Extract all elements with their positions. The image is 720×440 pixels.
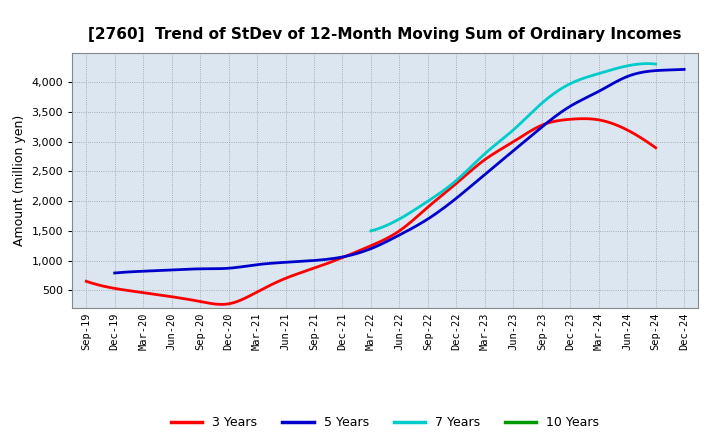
7 Years <box>625 63 634 68</box>
3 Years <box>432 197 441 202</box>
3 Years <box>423 205 431 210</box>
3 Years <box>82 279 91 284</box>
3 Years <box>564 117 572 122</box>
5 Years <box>626 73 635 78</box>
3 Years <box>217 302 226 307</box>
7 Years <box>541 98 549 103</box>
Line: 3 Years: 3 Years <box>86 119 656 304</box>
7 Years <box>643 61 652 66</box>
Title: [2760]  Trend of StDev of 12-Month Moving Sum of Ordinary Incomes: [2760] Trend of StDev of 12-Month Moving… <box>89 27 682 42</box>
3 Years <box>602 119 611 124</box>
5 Years <box>112 270 121 275</box>
5 Years <box>590 91 599 96</box>
7 Years <box>535 103 544 108</box>
3 Years <box>652 145 660 150</box>
Y-axis label: Amount (million yen): Amount (million yen) <box>13 115 26 246</box>
5 Years <box>449 198 458 203</box>
5 Years <box>459 190 467 195</box>
7 Years <box>368 228 377 233</box>
7 Years <box>652 62 660 67</box>
3 Years <box>84 279 92 285</box>
5 Years <box>110 270 119 275</box>
3 Years <box>579 116 588 121</box>
3 Years <box>421 207 430 212</box>
5 Years <box>448 199 456 205</box>
5 Years <box>680 67 688 72</box>
7 Years <box>536 102 545 107</box>
Line: 7 Years: 7 Years <box>371 63 656 231</box>
Legend: 3 Years, 5 Years, 7 Years, 10 Years: 3 Years, 5 Years, 7 Years, 10 Years <box>166 411 604 434</box>
7 Years <box>366 228 375 234</box>
7 Years <box>607 67 616 73</box>
Line: 5 Years: 5 Years <box>114 70 684 273</box>
